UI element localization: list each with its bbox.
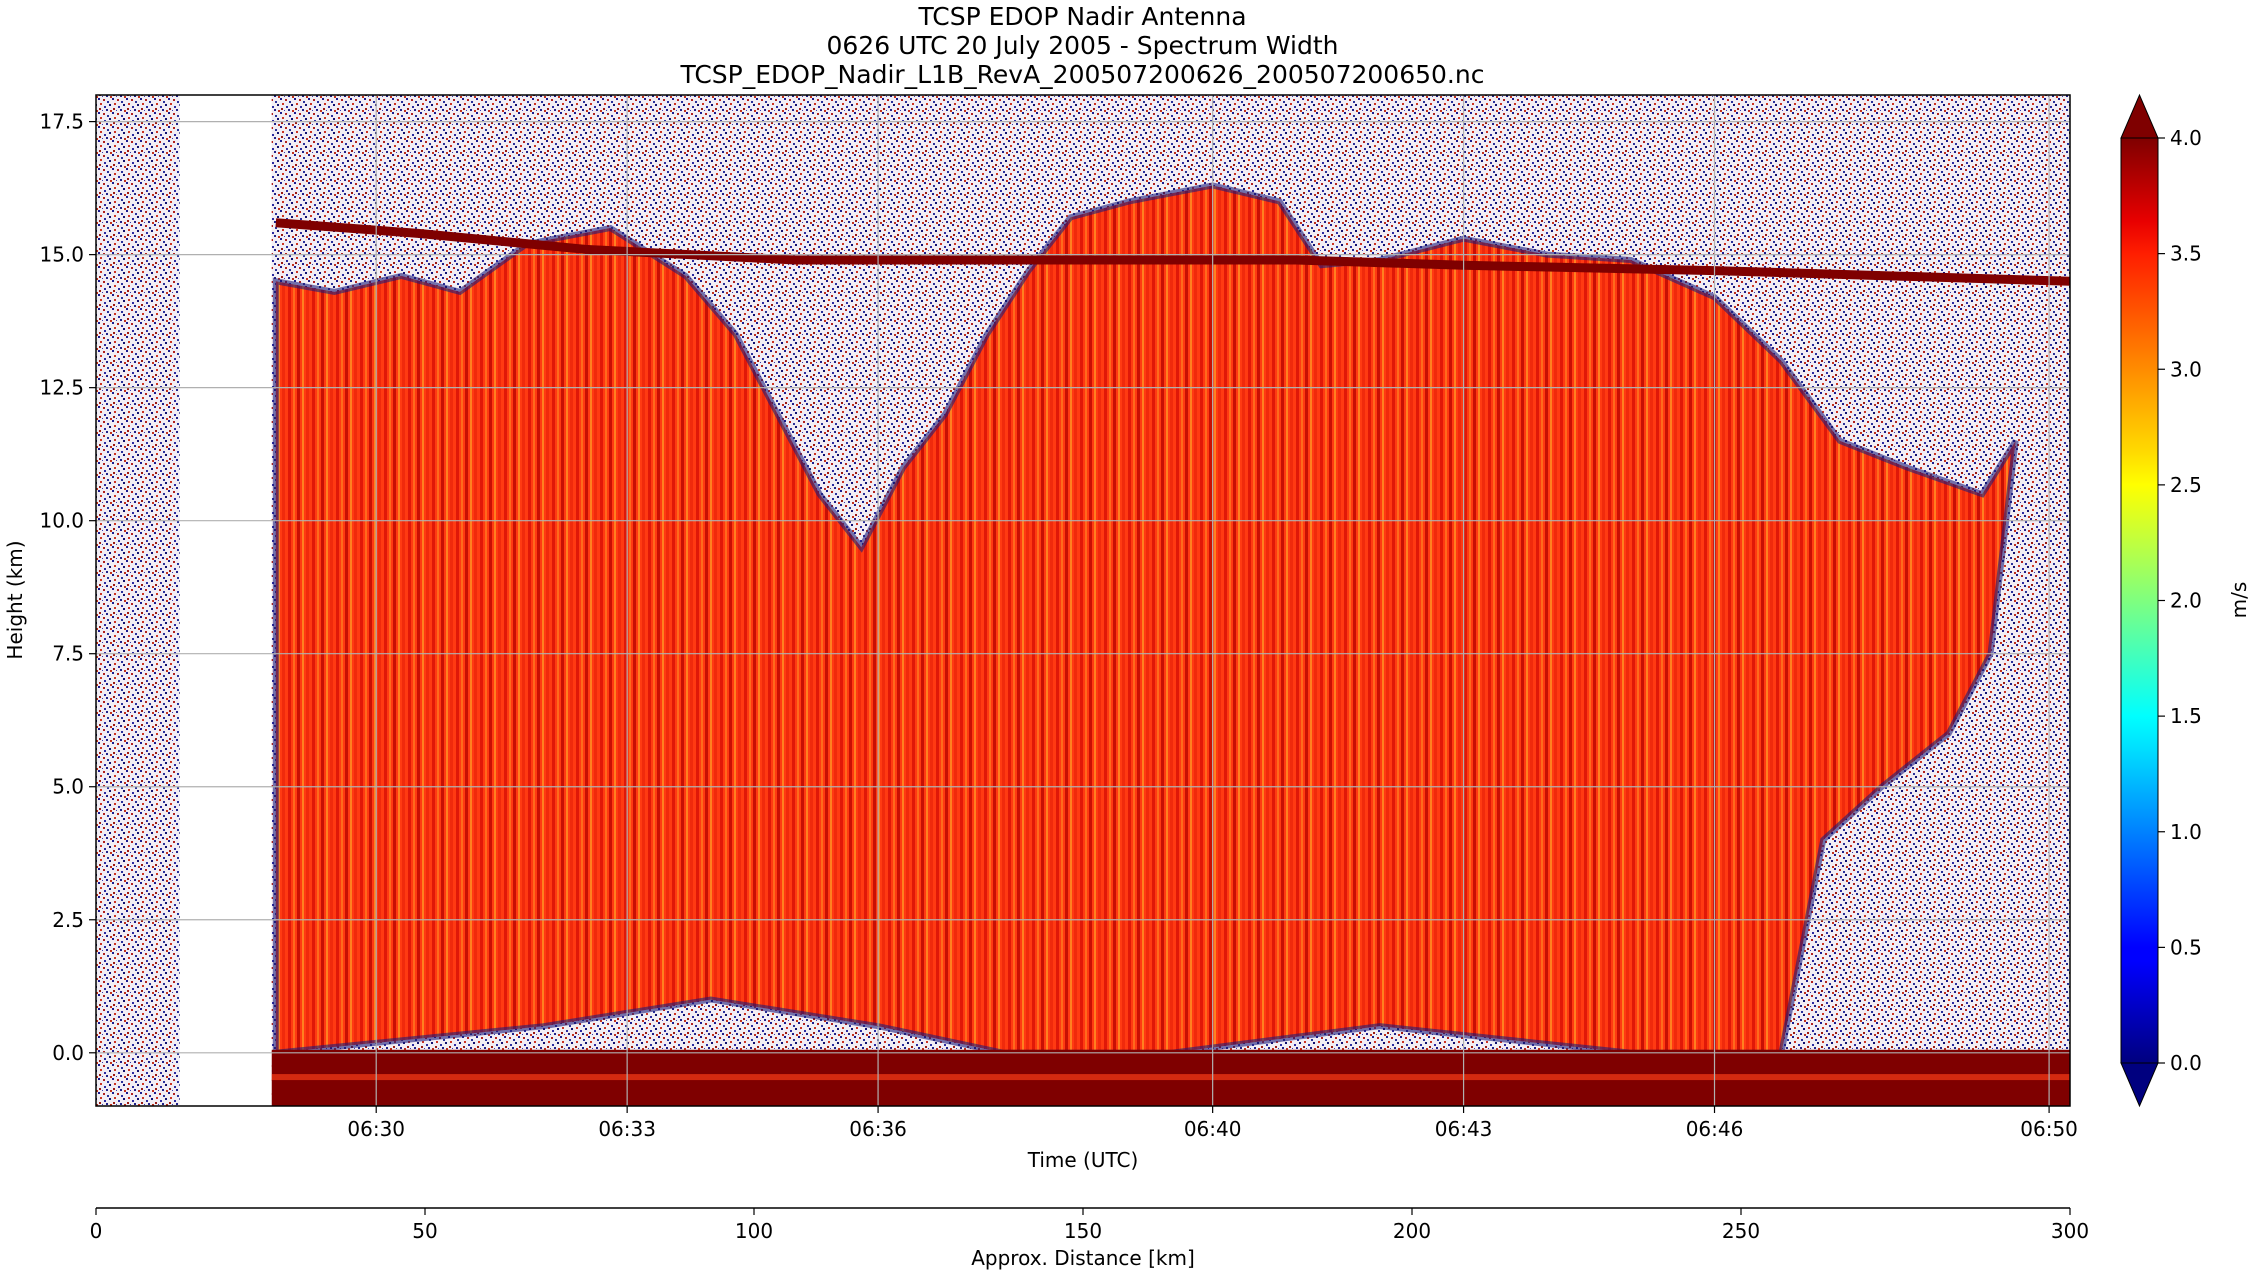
data-gap-0 — [179, 95, 272, 1106]
distance-axis-label: Approx. Distance [km] — [971, 1246, 1195, 1270]
radar-field — [96, 95, 2070, 1106]
distance-tick-label: 0 — [90, 1219, 103, 1243]
y-axis-label: Height (km) — [3, 540, 27, 659]
distance-axis: 0 50 100 150 200 250 300 — [90, 1207, 2089, 1243]
time-axis: 06:30 06:33 06:36 06:40 06:43 06:46 06:50 — [347, 1106, 2078, 1141]
plot-area — [96, 95, 2070, 1106]
surface-echo-sidelobe — [271, 1074, 2070, 1081]
y-tick-label: 0.0 — [52, 1041, 84, 1065]
x-tick-label: 06:33 — [598, 1117, 656, 1141]
chart-title: TCSP EDOP Nadir Antenna — [918, 2, 1247, 31]
colorbar-tick-label: 1.0 — [2170, 820, 2202, 844]
colorbar-tick-label: 2.0 — [2170, 589, 2202, 613]
echo-region — [275, 185, 2016, 1053]
chart-titles: TCSP EDOP Nadir Antenna 0626 UTC 20 July… — [0, 2, 2165, 89]
y-tick-label: 2.5 — [52, 908, 84, 932]
distance-tick-label: 250 — [1722, 1219, 1760, 1243]
x-axis-label: Time (UTC) — [1027, 1148, 1139, 1172]
height-axis: 0.0 2.5 5.0 7.5 10.0 12.5 15.0 17.5 — [39, 110, 96, 1065]
distance-tick-label: 150 — [1064, 1219, 1102, 1243]
plot-frame — [95, 94, 2071, 1107]
colorbar-tick-label: 3.5 — [2170, 242, 2202, 266]
colorbar-label: m/s — [2227, 582, 2250, 619]
y-tick-label: 5.0 — [52, 775, 84, 799]
chart-file-name: TCSP_EDOP_Nadir_L1B_RevA_200507200626_20… — [680, 60, 1485, 89]
tropopause-echo — [275, 218, 2070, 286]
colorbar: 0.0 0.5 1.0 1.5 2.0 2.5 3.0 3.5 4.0 m/s — [2120, 93, 2250, 1108]
distance-tick-label: 50 — [412, 1219, 437, 1243]
colorbar-tick-label: 1.5 — [2170, 704, 2202, 728]
y-tick-label: 12.5 — [39, 376, 84, 400]
colorbar-tick-label: 0.5 — [2170, 935, 2202, 959]
colorbar-ticks: 0.0 0.5 1.0 1.5 2.0 2.5 3.0 3.5 4.0 — [2158, 126, 2202, 1075]
colorbar-tick-label: 3.0 — [2170, 357, 2202, 381]
distance-tick-label: 100 — [735, 1219, 773, 1243]
chart-subtitle: 0626 UTC 20 July 2005 - Spectrum Width — [826, 31, 1339, 60]
gridlines — [96, 95, 2070, 1106]
distance-tick-label: 300 — [2051, 1219, 2089, 1243]
x-tick-label: 06:43 — [1435, 1117, 1493, 1141]
x-tick-label: 06:40 — [1184, 1117, 1242, 1141]
y-tick-label: 15.0 — [39, 243, 84, 267]
x-tick-label: 06:46 — [1686, 1117, 1744, 1141]
x-tick-label: 06:50 — [2020, 1117, 2078, 1141]
y-tick-label: 7.5 — [52, 642, 84, 666]
colorbar-tick-label: 2.5 — [2170, 473, 2202, 497]
x-tick-label: 06:36 — [849, 1117, 907, 1141]
colorbar-tick-label: 4.0 — [2170, 126, 2202, 150]
distance-tick-label: 200 — [1393, 1219, 1431, 1243]
colorbar-tick-label: 0.0 — [2170, 1051, 2202, 1075]
y-tick-label: 10.0 — [39, 509, 84, 533]
colorbar-gradient — [2120, 137, 2159, 1064]
y-tick-label: 17.5 — [39, 110, 84, 134]
colorbar-extend-min — [2120, 1062, 2159, 1108]
colorbar-extend-max — [2120, 93, 2159, 139]
x-tick-label: 06:30 — [347, 1117, 405, 1141]
